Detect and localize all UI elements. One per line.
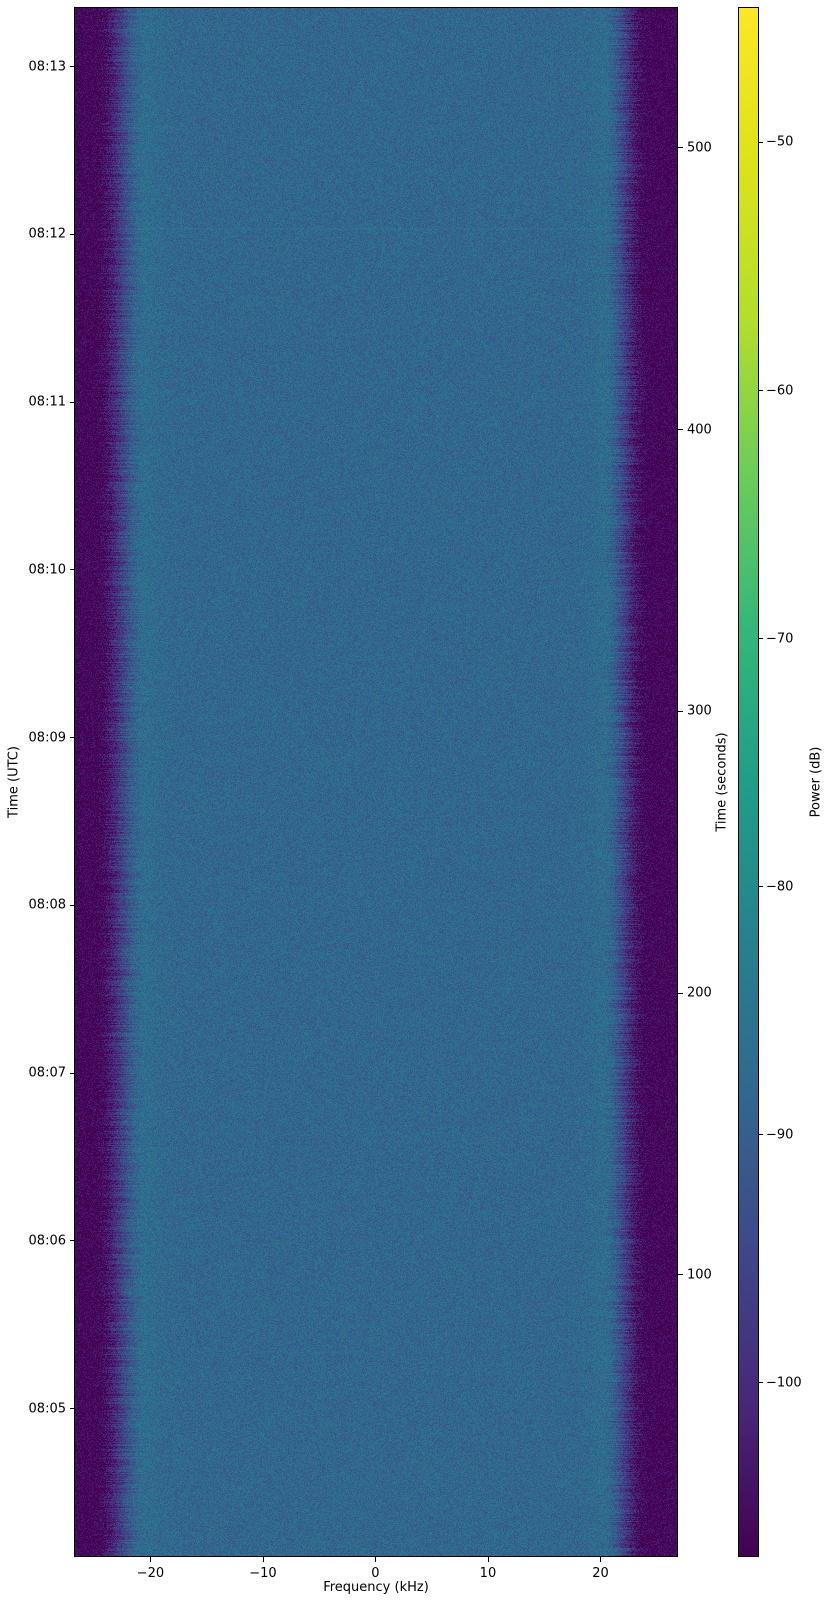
y-axis-left-tick <box>70 234 75 235</box>
x-axis-label: Frequency (kHz) <box>323 1580 429 1595</box>
colorbar-tick-label: −70 <box>766 631 794 647</box>
x-axis-tick <box>263 1557 264 1562</box>
colorbar-tick <box>758 390 763 391</box>
colorbar-label: Power (dB) <box>808 746 824 818</box>
y-axis-left-tick-label: 08:06 <box>28 1233 66 1249</box>
colorbar-tick-label: −80 <box>766 879 794 895</box>
y-axis-left-tick <box>70 66 75 67</box>
y-axis-right-tick <box>678 147 683 148</box>
colorbar-tick <box>758 1382 763 1383</box>
y-axis-right-tick <box>678 711 683 712</box>
y-axis-right-tick <box>678 429 683 430</box>
colorbar-tick-label: −60 <box>766 383 794 399</box>
colorbar-tick <box>758 142 763 143</box>
x-axis-tick-label: −10 <box>249 1566 277 1581</box>
y-axis-left-tick <box>70 1408 75 1409</box>
colorbar-tick <box>758 1134 763 1135</box>
y-axis-left-tick-label: 08:11 <box>28 394 66 410</box>
y-axis-left-tick <box>70 1240 75 1241</box>
y-axis-left-tick-label: 08:07 <box>28 1065 66 1081</box>
y-axis-right-tick <box>678 1274 683 1275</box>
y-axis-left-tick <box>70 1073 75 1074</box>
colorbar-tick <box>758 638 763 639</box>
x-axis-tick-label: 10 <box>479 1566 497 1581</box>
colorbar-tick <box>758 886 763 887</box>
x-axis-tick-label: 20 <box>592 1566 609 1581</box>
y-axis-right-tick-label: 500 <box>687 140 712 156</box>
y-axis-left-tick-label: 08:10 <box>28 562 66 578</box>
y-axis-left-tick <box>70 905 75 906</box>
plot-area <box>74 7 678 1557</box>
y-axis-left-tick-label: 08:05 <box>28 1401 66 1417</box>
y-axis-left-tick <box>70 402 75 403</box>
y-axis-right-tick-label: 200 <box>687 985 712 1001</box>
x-axis-tick <box>600 1557 601 1562</box>
y-axis-label-right: Time (seconds) <box>714 732 730 832</box>
colorbar-tick-label: −90 <box>766 1127 794 1143</box>
colorbar <box>738 7 759 1557</box>
spectrogram-heatmap <box>75 8 677 1556</box>
x-axis-tick-label: −20 <box>136 1566 165 1581</box>
y-axis-right-tick-label: 300 <box>687 703 712 719</box>
x-axis-tick <box>488 1557 489 1562</box>
y-axis-label-left: Time (UTC) <box>6 746 22 818</box>
y-axis-right-tick-label: 400 <box>687 422 712 438</box>
x-axis-tick-label: 0 <box>371 1566 380 1581</box>
colorbar-tick-label: −50 <box>766 134 794 150</box>
y-axis-left-tick-label: 08:08 <box>28 897 66 913</box>
y-axis-left-tick-label: 08:13 <box>28 59 66 75</box>
y-axis-left-tick-label: 08:09 <box>28 730 66 746</box>
y-axis-left-tick <box>70 737 75 738</box>
x-axis-tick <box>375 1557 376 1562</box>
colorbar-tick-label: −100 <box>766 1375 802 1391</box>
y-axis-left-tick <box>70 569 75 570</box>
y-axis-left-tick-label: 08:12 <box>28 226 66 242</box>
x-axis-tick <box>150 1557 151 1562</box>
y-axis-right-tick <box>678 993 683 994</box>
y-axis-right-tick-label: 100 <box>687 1267 712 1283</box>
